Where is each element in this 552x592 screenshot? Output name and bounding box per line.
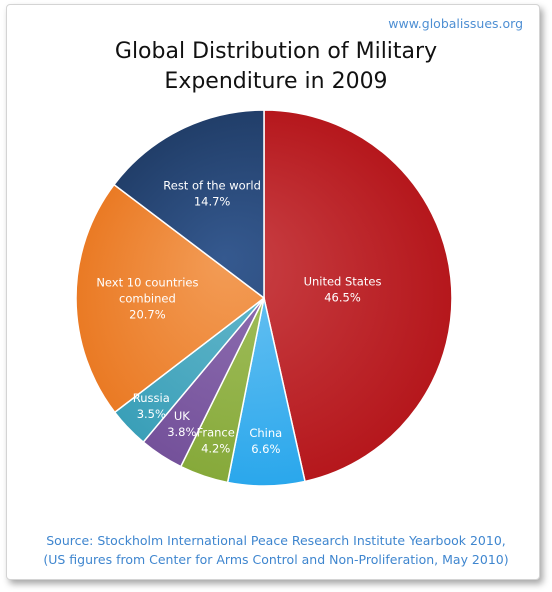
slice-united-states xyxy=(263,109,453,483)
pie-labels: United States 46.5% China 6.6% France 4.2% UK 3… xyxy=(96,179,381,456)
label-name-france: France xyxy=(197,425,235,439)
label-name-united-states: United States xyxy=(304,274,382,288)
label-next-10-countries-combined: Next 10 countries combined 20.7% xyxy=(96,275,198,321)
label-name-uk: UK xyxy=(174,409,190,423)
site-url: www.globalissues.org xyxy=(388,16,523,31)
source-note-line-1: Source: Stockholm International Peace Re… xyxy=(46,533,506,548)
label-name-rest-of-the-world: Rest of the world xyxy=(163,179,261,193)
label-france: France 4.2% xyxy=(197,425,235,455)
label-name-china: China xyxy=(249,426,282,440)
chart-title-line-1: Global Distribution of Military xyxy=(114,39,438,64)
label-value-russia: 3.5% xyxy=(137,407,166,421)
label-uk: UK 3.8% xyxy=(167,409,196,439)
chart-title-line-2: Expenditure in 2009 xyxy=(164,69,388,94)
label-russia: Russia 3.5% xyxy=(133,391,170,421)
label-value-rest-of-the-world: 14.7% xyxy=(194,195,231,209)
label-name-next-10-countries-combined-2: combined xyxy=(119,291,176,305)
label-name-next-10-countries-combined-1: Next 10 countries xyxy=(96,275,198,289)
pie-slices xyxy=(75,109,453,487)
label-united-states: United States 46.5% xyxy=(304,274,382,304)
label-value-uk: 3.8% xyxy=(167,425,196,439)
label-china: China 6.6% xyxy=(249,426,282,456)
label-value-china: 6.6% xyxy=(251,442,280,456)
label-value-united-states: 46.5% xyxy=(324,290,361,304)
label-value-next-10-countries-combined: 20.7% xyxy=(129,307,166,321)
slice-rest-of-the-world xyxy=(112,109,265,300)
slice-next-10-countries-combined xyxy=(75,183,266,414)
source-note-line-2: (US figures from Center for Arms Control… xyxy=(43,552,509,567)
label-value-france: 4.2% xyxy=(201,441,230,455)
label-rest-of-the-world: Rest of the world 14.7% xyxy=(163,179,261,209)
label-name-russia: Russia xyxy=(133,391,170,405)
